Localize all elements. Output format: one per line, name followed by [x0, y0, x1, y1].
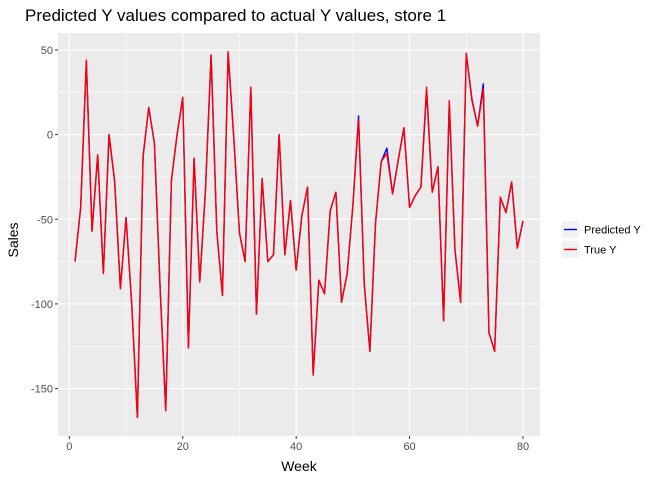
chart-title: Predicted Y values compared to actual Y … [25, 6, 446, 25]
x-tick-label: 20 [177, 441, 189, 453]
x-tick-label: 0 [66, 441, 72, 453]
y-tick-label: 50 [41, 45, 53, 57]
series-line-true-y [74, 50, 524, 419]
y-axis-title: Sales [5, 222, 21, 257]
series-lines [74, 50, 524, 419]
plot-panel [58, 33, 540, 436]
panel-background [58, 33, 540, 436]
x-axis-title: Week [281, 458, 318, 474]
y-tick-label: -50 [37, 214, 53, 226]
legend-label-predicted-y: Predicted Y [584, 225, 641, 237]
x-tick-label: 40 [290, 441, 302, 453]
legend-label-true-y: True Y [584, 245, 617, 257]
y-tick-label: -100 [31, 299, 53, 311]
x-tick-label: 80 [517, 441, 529, 453]
x-tick-label: 60 [403, 441, 415, 453]
axis-ticks: 0 20 40 60 80 50 0 -50 -100 -150 [31, 45, 529, 453]
legend: Predicted Y True Y [562, 221, 641, 258]
y-tick-label: 0 [47, 130, 53, 142]
y-tick-label: -150 [31, 384, 53, 396]
